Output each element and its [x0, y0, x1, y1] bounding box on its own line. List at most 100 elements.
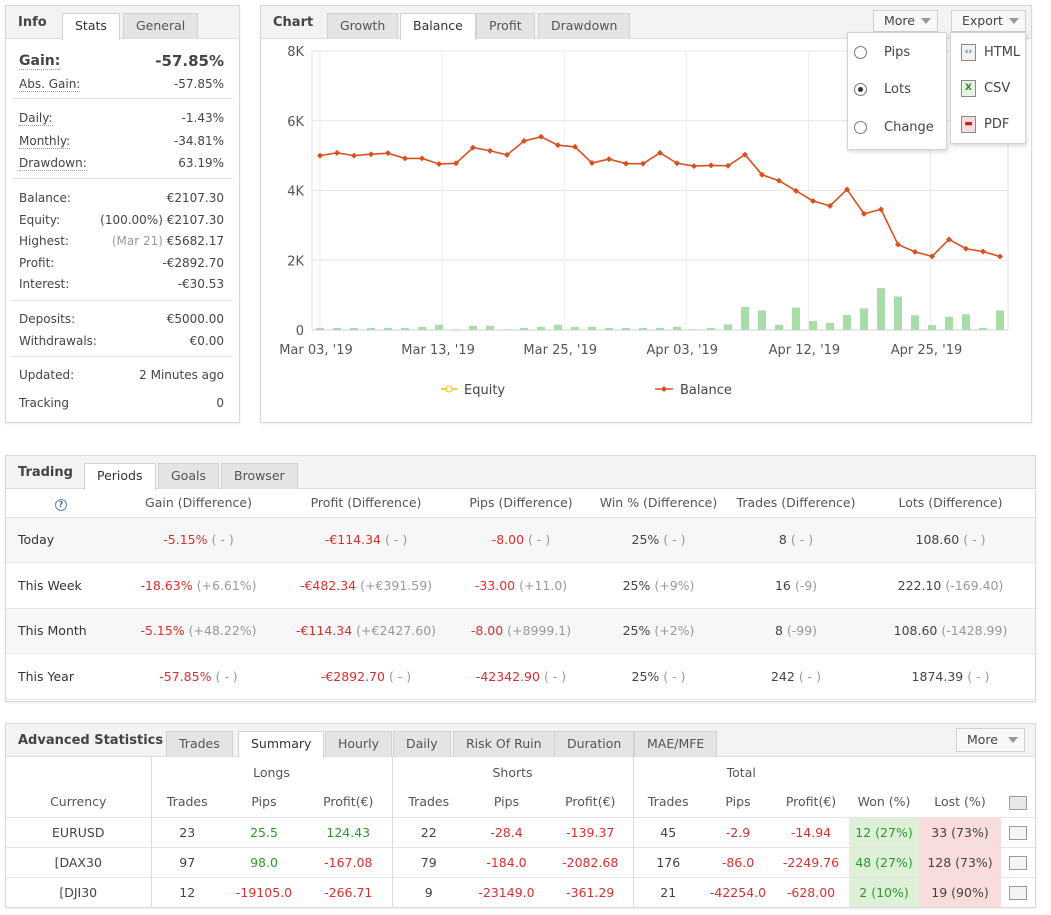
- lost-value: 19 (90%): [931, 884, 989, 900]
- tab-profit[interactable]: Profit: [476, 13, 535, 39]
- export-button-label: Export: [962, 13, 1003, 28]
- export-csv[interactable]: X CSV: [951, 75, 1025, 103]
- more-dropdown-button[interactable]: More: [873, 10, 938, 32]
- mini-chart-icon[interactable]: [1009, 855, 1027, 870]
- change-radio[interactable]: [854, 121, 867, 134]
- volume-bar: [826, 323, 834, 330]
- tab-general[interactable]: General: [123, 13, 199, 39]
- advanced-more-button[interactable]: More: [956, 728, 1025, 752]
- col-short-pips: Pips: [493, 794, 520, 810]
- col-profit: Profit (Difference): [281, 489, 451, 518]
- help-icon[interactable]: ?: [55, 498, 67, 511]
- gain-cell-value: -5.15%: [163, 532, 208, 548]
- tab-summary[interactable]: Summary: [238, 731, 325, 758]
- balance-point: [793, 187, 799, 194]
- table-row: This Year -57.85% ( - ) -€2892.70 ( - ) -42…: [6, 653, 1035, 700]
- lots-cell: 1874.39 ( - ): [866, 653, 1035, 700]
- long-profit-cell: 124.43: [305, 816, 392, 847]
- window-icon[interactable]: [1009, 795, 1027, 810]
- balance-point: [725, 162, 731, 169]
- pips-radio[interactable]: [854, 46, 867, 59]
- tab-drawdown[interactable]: Drawdown: [538, 13, 631, 39]
- option-change-label: Change: [884, 120, 934, 135]
- total-trades-cell: 21: [632, 876, 703, 907]
- trades-cell-difference: ( - ): [798, 668, 822, 684]
- long-trades-cell: 12: [150, 876, 223, 907]
- option-change[interactable]: Change: [848, 114, 946, 142]
- export-dropdown-button[interactable]: Export: [951, 10, 1026, 32]
- html-file-icon: ‹›: [961, 44, 976, 61]
- volume-bar: [469, 325, 477, 330]
- divider: [12, 356, 233, 357]
- volume-bar: [316, 327, 324, 330]
- tab-risk-of-ruin[interactable]: Risk Of Ruin: [453, 731, 555, 757]
- balance-point: [555, 142, 561, 149]
- export-pdf[interactable]: ▬ PDF: [951, 111, 1025, 139]
- pips-cell-difference: ( - ): [528, 532, 551, 548]
- balance-point: [453, 160, 459, 167]
- pips-cell: -8.00 (+8999.1): [451, 608, 591, 654]
- tab-periods[interactable]: Periods: [84, 463, 156, 490]
- win-cell-difference: ( - ): [663, 668, 686, 684]
- tab-growth[interactable]: Growth: [327, 13, 399, 39]
- y-tick-label: 6K: [287, 115, 304, 130]
- balance-chart: 8K 6K 4K 2K 0 Mar 03, '19 Mar 13, '19 Mar 25, '…: [279, 45, 1009, 398]
- volume-bar: [979, 327, 987, 330]
- gain-cell: -18.63% (+6.61%): [116, 562, 281, 609]
- more-button-label: More: [884, 13, 915, 28]
- balance-point: [589, 159, 595, 166]
- x-tick-label: Apr 25, '19: [891, 343, 963, 358]
- won-cell: 2 (10%): [849, 876, 919, 907]
- x-tick-label: Apr 03, '19: [647, 343, 719, 358]
- tracking-value[interactable]: 0: [216, 396, 224, 410]
- tab-trades[interactable]: Trades: [166, 731, 233, 757]
- tab-browser[interactable]: Browser: [221, 463, 298, 489]
- col-lots: Lots (Difference): [866, 489, 1035, 518]
- mini-chart-icon[interactable]: [1009, 886, 1027, 900]
- lots-cell: 108.60 ( - ): [866, 517, 1035, 563]
- gain-cell-difference: (+48.22%): [188, 623, 257, 639]
- volume-bar: [435, 324, 443, 330]
- total-pips-cell: -42254.0: [703, 876, 773, 907]
- currency-cell: [DAX30: [6, 846, 151, 877]
- lost-cell: 19 (90%): [919, 876, 1001, 907]
- csv-file-icon: X: [961, 80, 976, 97]
- more-dropdown-menu: Pips Lots Change: [847, 32, 947, 150]
- long-profit-cell: -266.71: [305, 876, 392, 907]
- profit-cell: -€114.34 ( - ): [281, 517, 451, 563]
- tab-balance[interactable]: Balance: [400, 13, 476, 40]
- lost-value: 33 (73%): [931, 824, 989, 840]
- tab-mae-mfe[interactable]: MAE/MFE: [634, 731, 718, 757]
- profit-cell-difference: (+€391.59): [360, 577, 433, 593]
- win-cell-difference: (+2%): [654, 623, 695, 639]
- col-pips: Pips (Difference): [451, 489, 591, 518]
- advanced-statistics-panel: Advanced Statistics Trades Summary Hourl…: [5, 723, 1036, 908]
- gain-cell-value: -57.85%: [159, 668, 212, 684]
- option-lots[interactable]: Lots: [848, 76, 946, 104]
- tab-hourly[interactable]: Hourly: [325, 731, 392, 757]
- abs-gain-value: -57.85%: [173, 77, 224, 91]
- col-trades: Trades (Difference): [726, 489, 866, 518]
- lots-radio[interactable]: [854, 83, 867, 96]
- volume-bar: [418, 326, 426, 330]
- option-pips[interactable]: Pips: [848, 39, 946, 67]
- trades-cell-value: 8: [774, 623, 783, 639]
- chart-panel: Chart Growth Balance Profit Drawdown Mor…: [260, 5, 1032, 423]
- profit-cell: -€2892.70 ( - ): [281, 653, 451, 700]
- mini-chart-icon[interactable]: [1009, 825, 1027, 840]
- total-trades-cell: 45: [632, 816, 703, 847]
- volume-bar: [775, 324, 783, 330]
- export-html[interactable]: ‹› HTML: [951, 39, 1025, 67]
- pips-cell: -33.00 (+11.0): [451, 562, 591, 609]
- table-row: [DJI30 12 -19105.0 -266.71 9 -23149.0 -361.29 2…: [6, 876, 1035, 907]
- volume-bar: [571, 326, 579, 330]
- tab-stats[interactable]: Stats: [62, 13, 120, 40]
- tab-daily[interactable]: Daily: [393, 731, 451, 757]
- volume-bar: [741, 306, 749, 330]
- win-cell-difference: ( - ): [663, 532, 686, 548]
- tab-duration[interactable]: Duration: [554, 731, 635, 757]
- updated-value: 2 Minutes ago: [139, 368, 224, 382]
- pips-cell: -8.00 ( - ): [451, 517, 591, 563]
- tab-goals[interactable]: Goals: [158, 463, 219, 489]
- volume-bar: [401, 327, 409, 330]
